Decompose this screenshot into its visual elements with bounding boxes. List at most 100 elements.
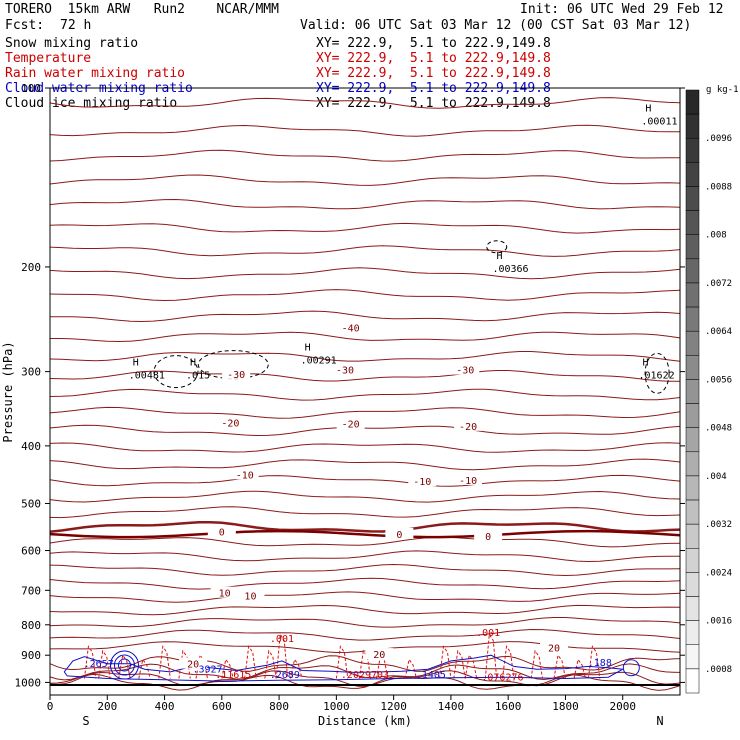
y-tick-label: 800 xyxy=(21,619,41,632)
temperature-contour xyxy=(49,149,680,162)
colorbar-unit: g kg-1 xyxy=(706,85,739,95)
y-tick-label: 100 xyxy=(21,82,41,95)
temperature-contour xyxy=(49,97,681,109)
cloud-water-contour xyxy=(109,650,139,680)
temperature-contour xyxy=(50,310,681,323)
legend-cloud-ice-xy: XY= 222.9, 5.1 to 222.9,149.8 xyxy=(316,96,551,111)
temperature-label: -20 xyxy=(459,422,477,433)
temperature-contour xyxy=(49,641,681,654)
temperature-label-bg xyxy=(365,648,394,660)
zero-degree-contour xyxy=(49,529,681,539)
temperature-label: -10 xyxy=(413,477,431,488)
x-tick-label: 400 xyxy=(155,700,175,713)
cloud-water-label: .2689 xyxy=(270,670,300,681)
south-label: S xyxy=(82,714,89,728)
temperature-contour xyxy=(49,490,681,503)
colorbar-cell xyxy=(685,644,700,670)
temperature-label-bg xyxy=(207,525,236,537)
cloud-ice-contour xyxy=(153,355,199,389)
temperature-contour xyxy=(49,289,681,302)
maximum-marker: H xyxy=(643,357,649,368)
rain-contour xyxy=(530,649,543,679)
colorbar-cell xyxy=(685,282,700,308)
rain-label: .2029703 xyxy=(341,670,389,681)
legend-snow: Snow mixing ratio xyxy=(5,36,139,51)
temperature-label: -10 xyxy=(236,470,254,481)
x-tick-label: 1400 xyxy=(438,700,465,713)
temperature-label: -30 xyxy=(456,366,474,377)
temperature-label-bg xyxy=(236,589,265,601)
forecast-hours: 72 h xyxy=(60,18,92,33)
colorbar-cell xyxy=(685,403,700,428)
colorbar-cell xyxy=(685,499,700,525)
x-tick-label: 1600 xyxy=(495,700,522,713)
rain-contour xyxy=(264,649,277,679)
x-axis: 0 200 400 600 800 1000 1200 1400 1600 1800 2000 xyxy=(47,695,636,713)
temperature-label-bg xyxy=(222,367,251,379)
temperature-contour xyxy=(49,124,680,137)
colorbar-cell xyxy=(685,379,700,404)
temperature-contour xyxy=(49,222,681,234)
temperature-label-bg xyxy=(540,641,568,653)
cloud-ice-contour xyxy=(197,350,269,380)
colorbar-cell xyxy=(685,306,700,332)
temperature-contour xyxy=(49,536,681,548)
cloud-water-label: .188 xyxy=(588,658,612,669)
x-tick-label: 1200 xyxy=(380,700,407,713)
rain-contour xyxy=(275,632,289,679)
temperature-contour xyxy=(49,174,681,186)
colorbar-label: .0064 xyxy=(705,327,732,337)
maximum-label: .00291 xyxy=(301,355,337,366)
y-tick-label: 1000 xyxy=(15,676,42,689)
init-time: Init: 06 UTC Wed 29 Feb 12 xyxy=(520,2,724,17)
temperature-contour xyxy=(49,388,681,401)
legend-rain-xy: XY= 222.9, 5.1 to 222.9,149.8 xyxy=(316,66,551,81)
colorbar-cell xyxy=(685,89,700,115)
temperature-label: 0 xyxy=(485,532,491,543)
rain-contour xyxy=(453,649,466,679)
temperature-label-bg xyxy=(330,363,359,375)
contour-labels: -40 -30 -30 -30 -20 -20 -20 -10 -10 -10 0 0 0 10 10 20 2… xyxy=(84,104,678,684)
colorbar-label: .0096 xyxy=(705,134,732,144)
y-tick-label: 900 xyxy=(21,649,41,662)
temperature-label-bg xyxy=(210,586,239,598)
colorbar-cell xyxy=(685,451,700,477)
temperature-contour xyxy=(49,442,681,453)
y-tick-label: 400 xyxy=(21,440,41,453)
temperature-label: 20 xyxy=(548,643,560,654)
x-tick-label: 0 xyxy=(47,700,54,713)
temperature-label-bg xyxy=(454,473,483,485)
temperature-contour xyxy=(49,424,681,437)
temperature-contour xyxy=(49,198,681,210)
cloud-water-label: .1405 xyxy=(416,670,446,681)
maximum-marker: H xyxy=(645,104,651,115)
rain-contour xyxy=(221,658,234,679)
temperature-contour xyxy=(49,506,681,519)
colorbar-cell xyxy=(685,523,700,549)
temperature-label-bg xyxy=(336,417,365,429)
temperature-label: 20 xyxy=(187,660,199,671)
cloud-water-contour xyxy=(622,659,640,677)
x-axis-label: Distance (km) xyxy=(318,714,412,728)
colorbar-cell xyxy=(685,258,700,284)
rain-label: .001 xyxy=(476,628,500,639)
colorbar-label: .0072 xyxy=(705,279,732,289)
rain-contour xyxy=(404,658,417,679)
x-tick-label: 800 xyxy=(269,700,289,713)
temperature-contour xyxy=(49,351,681,362)
model-title: TORERO 15km ARW Run2 NCAR/MMM xyxy=(5,2,279,17)
rain-contour xyxy=(158,645,171,679)
cloud-ice-contours xyxy=(153,240,670,394)
maximum-marker: H xyxy=(305,342,311,353)
temperature-label-bg xyxy=(216,416,245,428)
cloud-water-contour xyxy=(117,658,131,672)
rain-contour xyxy=(358,649,372,679)
rain-contour xyxy=(118,653,131,679)
x-tick-label: 1000 xyxy=(323,700,350,713)
colorbar-cell xyxy=(685,137,700,163)
temperature-label-bg xyxy=(408,475,437,487)
temperature-contour xyxy=(49,577,681,590)
cloud-ice-contour xyxy=(486,240,508,254)
maximum-marker: H xyxy=(133,357,139,368)
